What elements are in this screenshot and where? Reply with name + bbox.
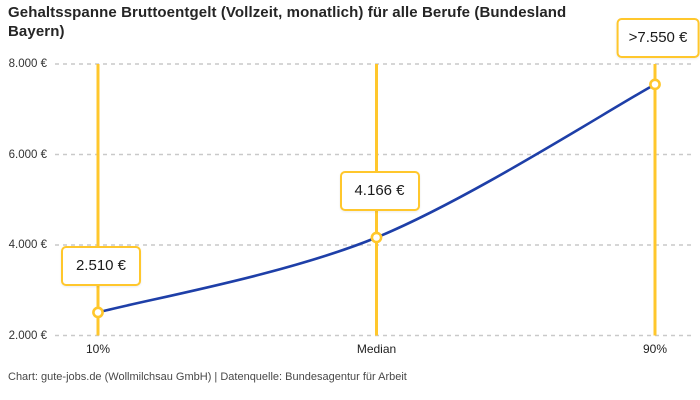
y-axis-tick-label: 6.000 € [8, 148, 47, 161]
data-point-marker [649, 78, 661, 91]
data-point-marker [92, 306, 104, 319]
chart-title: Gehaltsspanne Bruttoentgelt (Vollzeit, m… [8, 4, 567, 40]
y-axis-tick-label: 8.000 € [8, 58, 47, 70]
x-axis-tick-label: 90% [642, 342, 668, 356]
y-axis-tick-label: 4.000 € [8, 239, 47, 251]
value-label-10th-percentile: 2.510 € [61, 245, 141, 286]
data-point-marker [370, 231, 383, 244]
value-label-90th-percentile: >7.550 € [616, 17, 700, 58]
value-label-median: 4.166 € [339, 170, 420, 211]
y-axis-tick-label: 2.000 € [8, 329, 47, 342]
chart-attribution: Chart: gute-jobs.de (Wollmilchsau GmbH) … [8, 371, 407, 383]
x-axis-tick-label: Median [356, 342, 397, 356]
x-axis-tick-label: 10% [85, 342, 111, 356]
